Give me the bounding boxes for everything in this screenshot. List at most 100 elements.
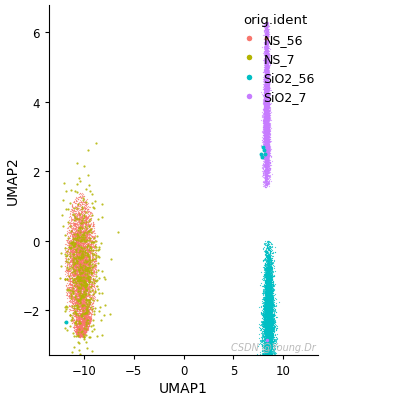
Point: [267, 279, 273, 286]
Point: [263, 66, 269, 72]
Point: [76, 233, 83, 239]
Point: [263, 84, 269, 90]
Point: [84, 218, 90, 224]
Point: [79, 253, 86, 259]
Point: [265, 109, 271, 116]
Point: [66, 281, 72, 288]
Point: [266, 153, 273, 159]
Point: [265, 135, 271, 142]
Point: [83, 309, 89, 315]
Point: [263, 94, 269, 100]
Point: [269, 330, 275, 337]
Point: [263, 339, 269, 346]
Point: [84, 300, 90, 306]
Point: [267, 337, 273, 344]
Point: [262, 54, 268, 60]
Point: [260, 166, 266, 173]
Point: [69, 241, 75, 248]
Point: [73, 328, 80, 335]
Point: [261, 316, 267, 322]
Point: [263, 310, 269, 316]
Point: [261, 39, 267, 46]
Point: [83, 292, 89, 298]
Point: [78, 306, 84, 312]
Point: [263, 61, 269, 67]
Point: [265, 97, 271, 103]
Point: [263, 147, 269, 154]
Point: [267, 256, 273, 263]
Point: [268, 283, 275, 289]
Point: [261, 130, 268, 136]
Point: [261, 344, 267, 351]
Point: [264, 58, 270, 65]
Point: [262, 120, 269, 127]
Point: [81, 276, 88, 283]
Point: [77, 239, 84, 246]
Point: [266, 32, 273, 38]
Point: [263, 144, 270, 150]
Point: [261, 101, 267, 107]
Point: [90, 304, 96, 310]
Point: [78, 320, 85, 326]
Point: [264, 95, 270, 102]
Point: [265, 270, 271, 276]
Point: [66, 274, 72, 280]
Point: [264, 108, 271, 114]
Point: [265, 82, 271, 88]
Point: [258, 339, 264, 345]
Point: [263, 88, 269, 94]
Point: [267, 288, 273, 295]
Point: [75, 273, 82, 279]
Point: [265, 109, 272, 116]
Point: [263, 119, 269, 125]
Point: [83, 215, 89, 221]
Point: [262, 156, 268, 162]
Point: [264, 265, 271, 271]
Point: [79, 323, 85, 329]
Point: [91, 326, 97, 332]
Point: [81, 282, 87, 288]
Point: [264, 308, 271, 314]
Point: [265, 241, 271, 248]
Point: [271, 342, 277, 349]
Point: [263, 63, 270, 69]
Point: [77, 320, 84, 326]
Point: [89, 307, 95, 313]
Point: [261, 26, 268, 33]
Point: [264, 123, 271, 130]
Point: [264, 139, 271, 145]
Point: [264, 269, 271, 275]
Point: [78, 254, 84, 260]
Point: [264, 372, 271, 378]
Point: [75, 267, 82, 273]
Point: [266, 301, 272, 307]
Point: [64, 219, 71, 226]
Point: [263, 103, 270, 110]
Point: [81, 327, 87, 333]
Point: [83, 250, 89, 257]
Text: CSDN @Young.Dr: CSDN @Young.Dr: [231, 342, 316, 352]
Point: [263, 158, 270, 165]
Point: [69, 257, 75, 263]
Point: [266, 330, 273, 336]
Point: [264, 329, 270, 336]
Point: [270, 317, 276, 324]
Point: [262, 248, 268, 254]
Point: [265, 65, 271, 72]
Point: [269, 343, 275, 349]
Point: [89, 273, 95, 280]
Point: [68, 282, 75, 289]
Point: [66, 303, 72, 309]
Point: [86, 276, 92, 283]
Point: [263, 128, 269, 135]
Point: [264, 85, 271, 91]
Point: [265, 289, 271, 295]
Point: [262, 52, 268, 58]
Point: [80, 195, 87, 202]
Point: [263, 103, 269, 109]
Point: [265, 328, 271, 334]
Point: [263, 49, 269, 55]
Point: [264, 119, 270, 125]
Point: [269, 302, 275, 308]
Point: [77, 287, 83, 294]
